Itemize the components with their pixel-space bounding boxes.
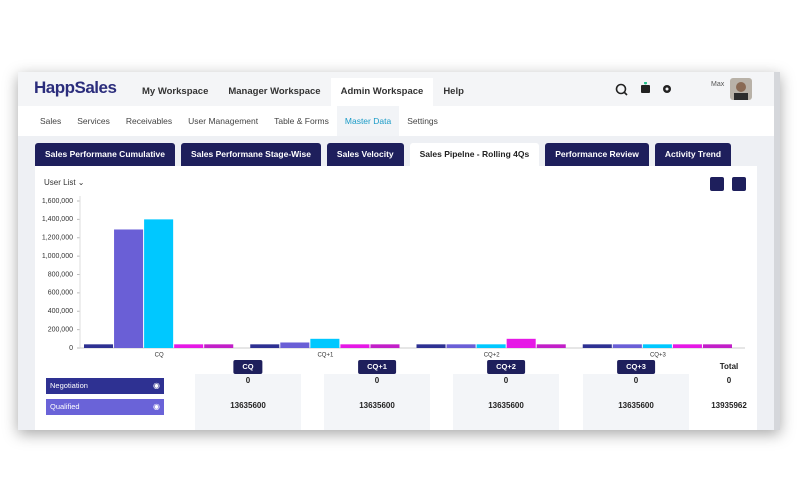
tab[interactable]: Sales Performane Stage-Wise bbox=[181, 143, 321, 166]
submenu-item[interactable]: Table & Forms bbox=[274, 116, 329, 126]
bar bbox=[446, 344, 476, 348]
submenu-item[interactable]: User Management bbox=[188, 116, 259, 126]
value-cell-bg bbox=[324, 374, 430, 430]
bar bbox=[536, 344, 566, 348]
y-tick-label: 1,000,000 bbox=[42, 253, 73, 260]
value-cell: 0 bbox=[503, 376, 509, 385]
y-tick-label: 800,000 bbox=[48, 271, 73, 278]
value-cell: 13635600 bbox=[618, 401, 654, 410]
scrollbar[interactable] bbox=[774, 72, 780, 430]
tab[interactable]: Sales Velocity bbox=[326, 143, 404, 166]
chart: 0 200,000 400,000 600,000 800,000 1,000,000 1,… bbox=[42, 196, 745, 359]
value-cell-bg bbox=[453, 374, 559, 430]
value-cell: 0 bbox=[245, 376, 251, 385]
bar bbox=[416, 344, 446, 348]
header: HappSales My Workspace Manager Workspace A… bbox=[18, 72, 780, 106]
user-name: Max bbox=[711, 81, 725, 88]
tabs: Sales Performane Cumulative Sales Perform… bbox=[35, 143, 732, 166]
row-label: Negotiation ◉ bbox=[46, 378, 164, 394]
submenu-item[interactable]: Receivables bbox=[125, 116, 173, 126]
tab[interactable]: Performance Review bbox=[545, 143, 649, 166]
bar bbox=[84, 344, 114, 348]
tab[interactable]: Activity Trend bbox=[654, 143, 732, 166]
tab[interactable]: Sales Performane Cumulative bbox=[35, 143, 175, 166]
bar bbox=[702, 344, 732, 348]
value-cell: 0 bbox=[726, 376, 732, 385]
bar bbox=[114, 229, 144, 348]
header-icons[interactable] bbox=[614, 82, 678, 98]
eye-icon[interactable]: ◉ bbox=[153, 402, 160, 411]
value-cell: 13935962 bbox=[711, 401, 747, 410]
logo[interactable]: HappSales bbox=[34, 78, 117, 97]
value-cell: 0 bbox=[633, 376, 639, 385]
submenu-item[interactable]: Settings bbox=[407, 116, 438, 126]
y-tick-label: 600,000 bbox=[48, 290, 73, 297]
bar bbox=[174, 344, 204, 348]
value-cell: 0 bbox=[374, 376, 380, 385]
bar bbox=[672, 344, 702, 348]
bar bbox=[370, 344, 400, 348]
bar bbox=[582, 344, 612, 348]
bar bbox=[340, 344, 370, 348]
y-tick-label: 400,000 bbox=[48, 308, 73, 315]
y-tick-label: 1,200,000 bbox=[42, 235, 73, 242]
submenu-item[interactable]: Sales bbox=[40, 116, 62, 126]
value-cell: 13635600 bbox=[488, 401, 524, 410]
bar bbox=[506, 338, 536, 348]
x-tick-label: CQ+2 bbox=[484, 353, 501, 359]
expand-button[interactable] bbox=[710, 177, 724, 191]
nav-item[interactable]: Help bbox=[443, 86, 464, 97]
bar bbox=[204, 344, 234, 348]
value-cell-bg bbox=[195, 374, 301, 430]
column-badge: CQ+3 bbox=[617, 360, 655, 374]
app-window: HappSales My Workspace Manager Workspace A… bbox=[18, 72, 780, 430]
y-tick-label: 1,600,000 bbox=[42, 198, 73, 205]
x-tick-label: CQ+1 bbox=[317, 353, 334, 359]
dropdown[interactable]: User List ⌄ bbox=[44, 178, 85, 187]
eye-icon[interactable]: ◉ bbox=[153, 381, 160, 390]
nav-item[interactable]: Admin Workspace bbox=[330, 78, 434, 106]
submenu-item[interactable]: Master Data bbox=[336, 106, 400, 136]
tab[interactable]: Sales Pipelne - Rolling 4Qs bbox=[409, 143, 540, 166]
bar bbox=[280, 342, 310, 348]
bar bbox=[612, 344, 642, 348]
column-badge: CQ+2 bbox=[487, 360, 525, 374]
column-badge: CQ bbox=[233, 360, 263, 374]
dropdown-label: User List bbox=[44, 178, 76, 187]
bar bbox=[250, 344, 280, 348]
row-label: Qualified ◉ bbox=[46, 399, 164, 415]
submenu-item[interactable]: Services bbox=[77, 116, 110, 126]
nav-item[interactable]: Manager Workspace bbox=[228, 86, 321, 97]
y-tick-label: 200,000 bbox=[48, 326, 73, 333]
collapse-button[interactable] bbox=[732, 177, 746, 191]
submenu: Sales Services Receivables User Management T… bbox=[18, 106, 780, 136]
avatar[interactable] bbox=[730, 78, 752, 100]
panel: 0 200,000 400,000 600,000 800,000 1,000,000 1,… bbox=[35, 166, 757, 430]
column-header: Total bbox=[719, 362, 739, 371]
bar bbox=[476, 344, 506, 348]
value-cell: 13635600 bbox=[230, 401, 266, 410]
nav-item[interactable]: My Workspace bbox=[142, 86, 209, 97]
value-cell: 13635600 bbox=[359, 401, 395, 410]
nav: My Workspace Manager Workspace Admin Works… bbox=[132, 78, 474, 106]
y-tick-label: 1,400,000 bbox=[42, 216, 73, 223]
bar bbox=[642, 344, 672, 348]
x-tick-label: CQ+3 bbox=[650, 353, 667, 359]
column-badge: CQ+1 bbox=[358, 360, 396, 374]
y-tick-label: 0 bbox=[69, 345, 73, 352]
bar bbox=[144, 219, 174, 348]
value-cell-bg bbox=[583, 374, 689, 430]
bar bbox=[310, 338, 340, 348]
x-tick-label: CQ bbox=[155, 353, 164, 359]
